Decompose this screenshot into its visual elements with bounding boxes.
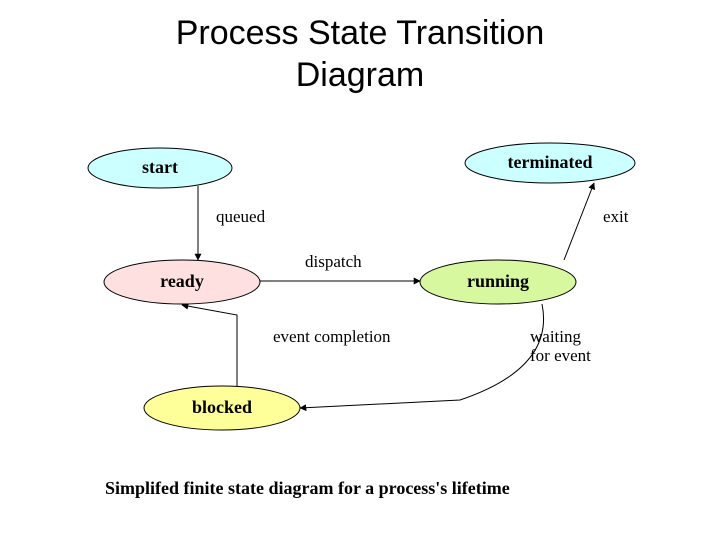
- edge-event-completion: [182, 305, 237, 386]
- edge-label-dispatch: dispatch: [305, 252, 362, 271]
- edge-exit: [564, 183, 594, 260]
- edge-label-event-completion: event completion: [273, 327, 391, 346]
- node-label-running: running: [467, 271, 529, 291]
- node-label-ready: ready: [160, 271, 204, 291]
- node-label-blocked: blocked: [192, 397, 252, 417]
- diagram-canvas: queued dispatch exit event completion waitin…: [0, 0, 720, 540]
- node-label-terminated: terminated: [508, 152, 593, 172]
- edge-waiting-for-event: [300, 304, 544, 408]
- caption: Simplifed finite state diagram for a pro…: [105, 478, 510, 499]
- edge-label-waiting-for-event: waitingfor event: [530, 327, 591, 365]
- edges-group: queued dispatch exit event completion waitin…: [182, 183, 629, 408]
- nodes-group: start terminated ready running blocked: [88, 143, 635, 430]
- edge-label-queued: queued: [216, 207, 266, 226]
- edge-label-exit: exit: [603, 207, 629, 226]
- node-label-start: start: [142, 157, 178, 177]
